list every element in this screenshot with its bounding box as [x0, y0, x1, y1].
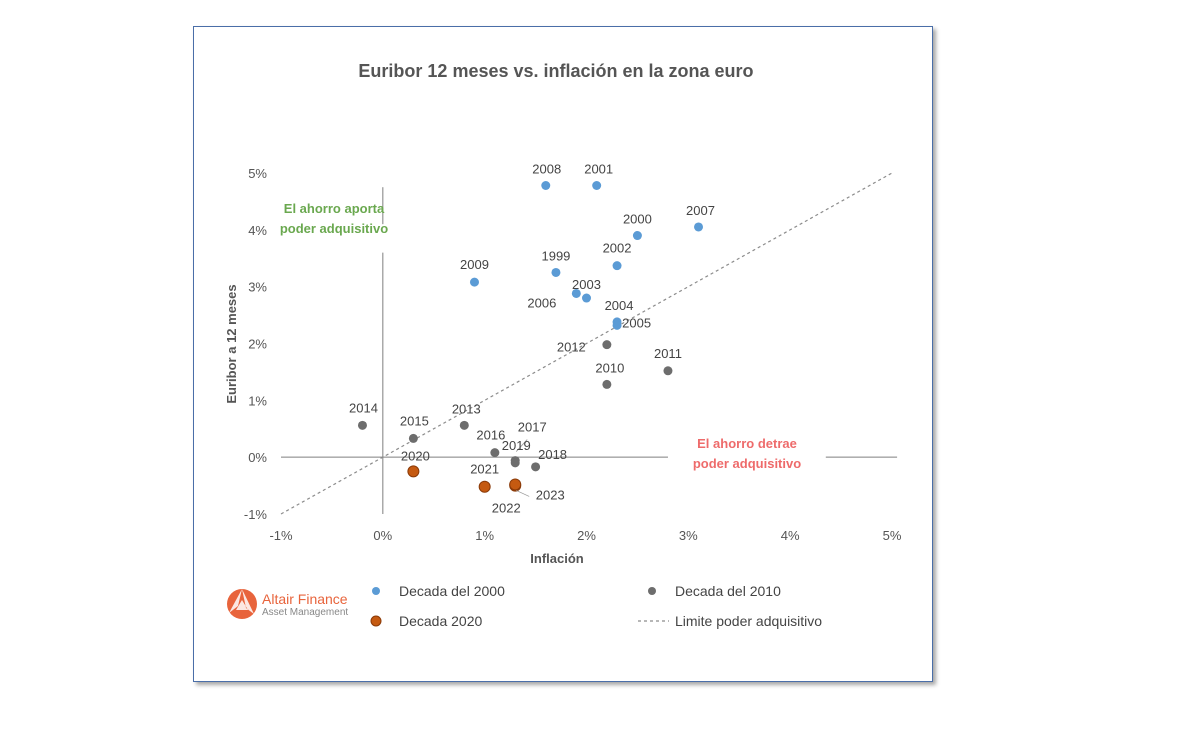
legend-label-reference: Limite poder adquisitivo [675, 613, 822, 629]
data-point-2021 [478, 480, 491, 493]
y-tick-label: -1% [244, 507, 268, 522]
data-point-2018 [531, 462, 541, 472]
data-point-2000 [632, 231, 642, 241]
chart-frame: Euribor 12 meses vs. inflación en la zon… [193, 26, 933, 682]
data-label-2012: 2012 [557, 340, 586, 355]
data-point-2013 [459, 420, 469, 430]
data-label-2007: 2007 [686, 203, 715, 218]
data-label-2005: 2005 [622, 315, 651, 330]
y-axis-title: Euribor a 12 meses [224, 284, 239, 403]
data-point-2005 [612, 320, 622, 330]
data-label-2011: 2011 [654, 346, 682, 361]
data-point-2012 [602, 340, 612, 350]
data-label-2001: 2001 [584, 162, 613, 177]
x-tick-label: 1% [475, 528, 494, 543]
data-point-2010 [602, 379, 612, 389]
data-label-2016: 2016 [476, 428, 505, 443]
data-label-2013: 2013 [452, 401, 481, 416]
scatter-chart: Euribor 12 meses vs. inflación en la zon… [224, 61, 902, 629]
y-tick-label: 0% [248, 450, 267, 465]
x-tick-label: 4% [781, 528, 800, 543]
x-tick-label: 3% [679, 528, 698, 543]
x-tick-label: 5% [883, 528, 902, 543]
data-label-2000: 2000 [623, 212, 652, 227]
data-label-1999: 1999 [541, 248, 570, 263]
y-tick-label: 4% [248, 223, 267, 238]
data-label-2002: 2002 [603, 241, 632, 256]
data-label-2023: 2023 [536, 487, 565, 502]
data-point-2015 [408, 433, 418, 443]
brand-logo: Altair Finance Asset Management [227, 589, 348, 619]
axes [281, 187, 898, 514]
data-point-2003 [582, 293, 591, 303]
annotation-losses: El ahorro detrae [697, 436, 797, 451]
data-point-2006 [571, 288, 581, 298]
data-point-2019 [510, 458, 520, 468]
data-point-2020 [407, 465, 420, 478]
data-point-2016 [490, 448, 500, 458]
data-point-2008 [541, 181, 551, 191]
data-label-2020: 2020 [401, 448, 430, 463]
y-tick-label: 5% [248, 166, 267, 181]
data-label-2003: 2003 [572, 277, 601, 292]
leader-line [516, 490, 530, 497]
data-label-2017: 2017 [518, 420, 547, 435]
y-tick-label: 2% [248, 337, 267, 352]
data-label-2019: 2019 [502, 438, 531, 453]
x-tick-label: -1% [269, 528, 293, 543]
data-label-2008: 2008 [532, 162, 561, 177]
legend-label: Decada del 2000 [399, 583, 505, 599]
chart-title: Euribor 12 meses vs. inflación en la zon… [358, 61, 753, 81]
data-point-2002 [612, 261, 622, 271]
data-label-2009: 2009 [460, 257, 489, 272]
logo-peak-icon [229, 589, 254, 614]
data-point-2014 [357, 420, 367, 430]
legend-marker [648, 587, 656, 595]
annotation-losses: poder adquisitivo [693, 456, 801, 471]
data-label-2014: 2014 [349, 400, 378, 415]
leader-line [515, 439, 528, 452]
data-point-1999 [551, 267, 561, 277]
reference-line [280, 172, 893, 515]
data-points: 1999 2000 2001 2002 2003 2004 2005 2006 2007 2008… [349, 162, 715, 516]
data-label-2010: 2010 [595, 360, 624, 375]
data-label-2004: 2004 [605, 298, 634, 313]
y-tick-label: 1% [248, 393, 267, 408]
annotation-gains: El ahorro aporta [284, 201, 385, 216]
data-point-2023 [509, 478, 522, 491]
legend-marker [372, 587, 380, 595]
x-tick-label: 0% [373, 528, 392, 543]
data-point-2009 [469, 277, 479, 287]
data-label-2022: 2022 [492, 501, 521, 516]
data-point-2001 [592, 181, 602, 191]
data-point-2007 [694, 222, 704, 232]
brand-name: Altair Finance [262, 591, 348, 607]
legend-label: Decada del 2010 [675, 583, 781, 599]
data-label-2015: 2015 [400, 413, 429, 428]
annotations: El ahorro aporta poder adquisitivo El ahor… [280, 201, 801, 471]
annotation-gains: poder adquisitivo [280, 221, 388, 236]
data-label-2006: 2006 [527, 295, 556, 310]
legend-marker [370, 615, 382, 627]
data-point-2011 [663, 366, 673, 376]
data-label-2021: 2021 [470, 462, 499, 477]
y-tick-label: 3% [248, 280, 267, 295]
axis-ticks: -1% 0% 1% 2% 3% 4% 5% 5% 4% 3% 2% 1% 0% -1% [244, 166, 902, 543]
reference-line-group [280, 172, 893, 515]
data-label-2018: 2018 [538, 447, 567, 462]
legend: Decada del 2000 Decada del 2010 Decada 202… [370, 583, 822, 629]
x-tick-label: 2% [577, 528, 596, 543]
brand-subtitle: Asset Management [262, 607, 348, 618]
legend-label: Decada 2020 [399, 613, 483, 629]
x-axis-title: Inflación [530, 551, 584, 566]
